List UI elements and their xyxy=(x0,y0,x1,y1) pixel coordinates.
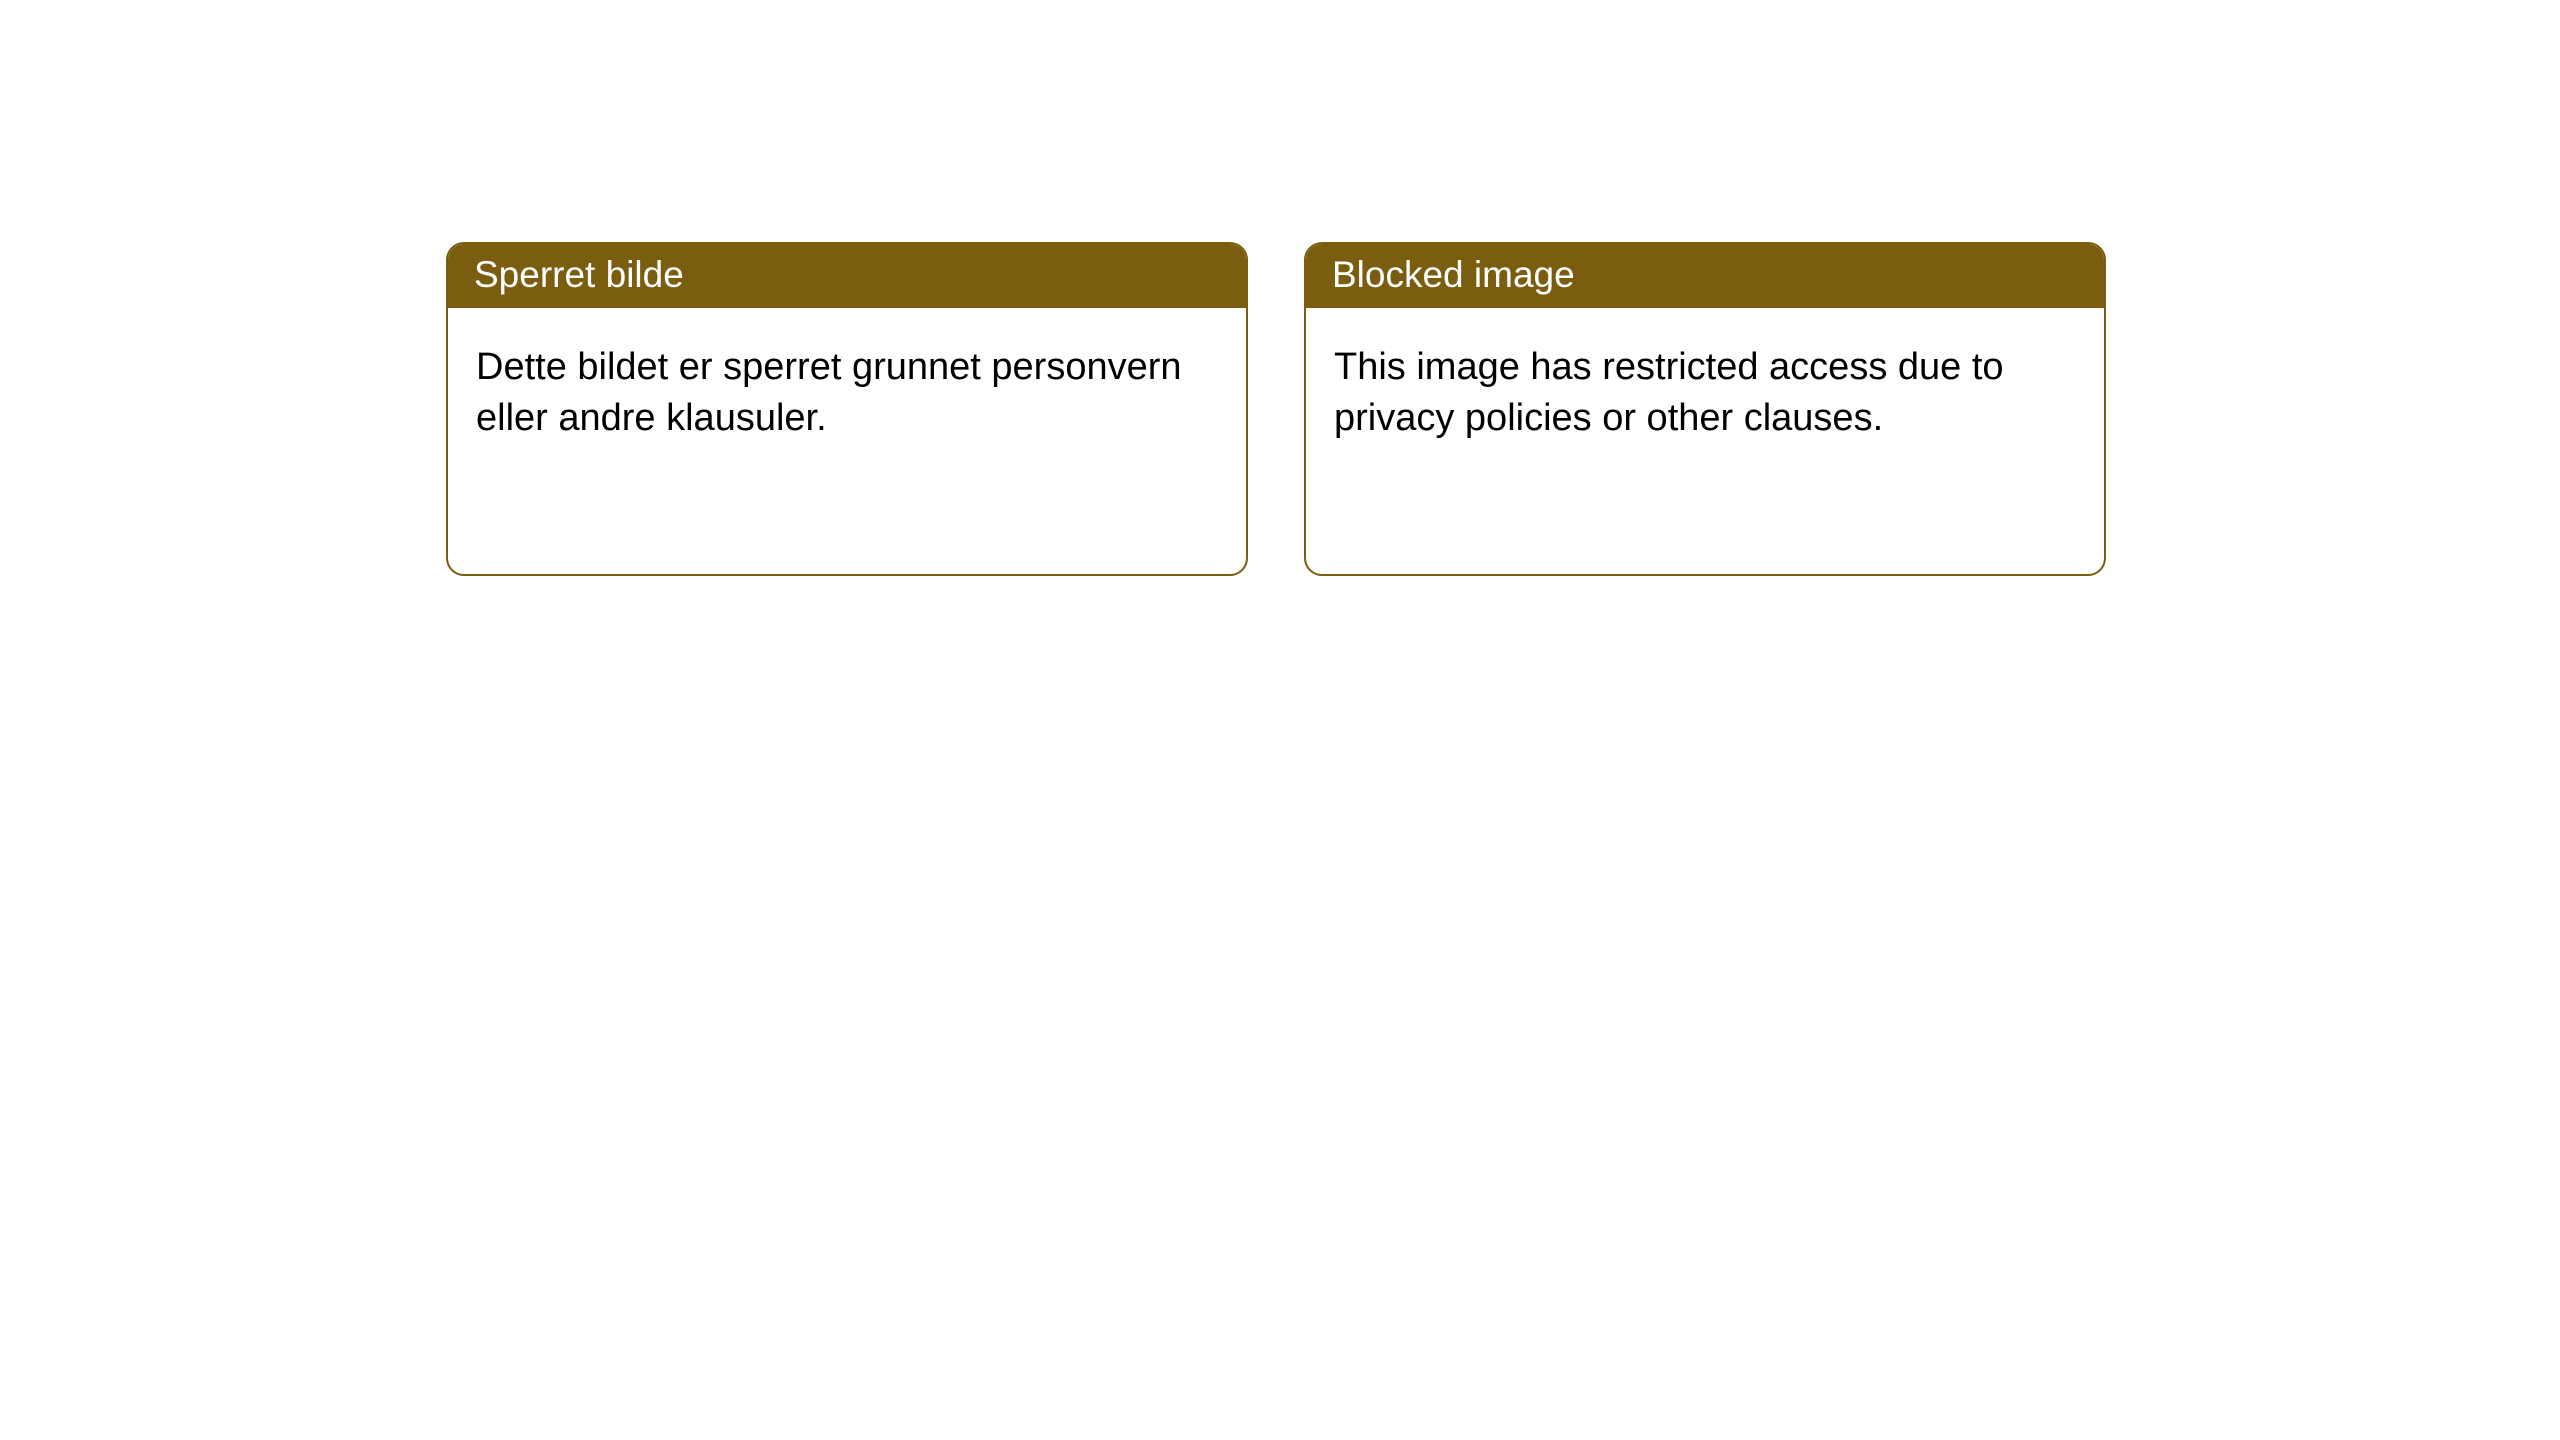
card-title: Blocked image xyxy=(1306,244,2104,308)
notice-card-english: Blocked image This image has restricted … xyxy=(1304,242,2106,576)
notice-card-norwegian: Sperret bilde Dette bildet er sperret gr… xyxy=(446,242,1248,576)
card-title: Sperret bilde xyxy=(448,244,1246,308)
card-body: This image has restricted access due to … xyxy=(1306,308,2104,479)
notice-container: Sperret bilde Dette bildet er sperret gr… xyxy=(0,0,2560,576)
card-body: Dette bildet er sperret grunnet personve… xyxy=(448,308,1246,479)
